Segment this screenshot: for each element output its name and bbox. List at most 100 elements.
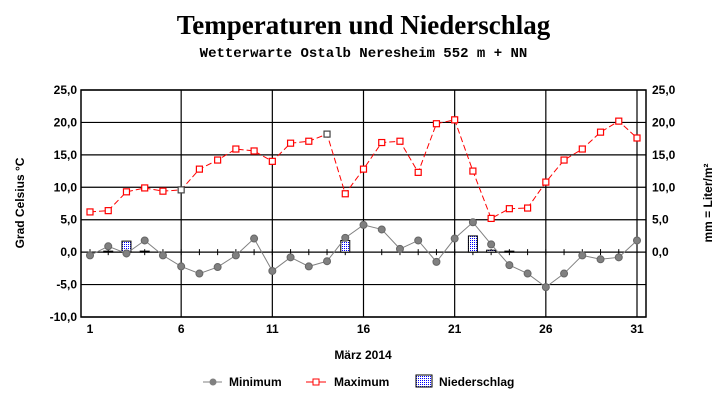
minimum-point	[432, 257, 441, 266]
minimum-point	[450, 234, 459, 243]
y2-tick-label: 0,0	[652, 245, 669, 259]
maximum-point	[578, 145, 586, 153]
maximum-point	[268, 157, 276, 165]
maximum-point	[104, 207, 112, 215]
x-tick-label: 11	[266, 322, 279, 336]
x-tick-label: 6	[178, 322, 185, 336]
minimum-point	[560, 269, 569, 278]
precipitation-bar	[504, 250, 515, 253]
minimum-point	[195, 269, 204, 278]
minimum-point	[505, 261, 514, 270]
precipitation-bar	[139, 250, 150, 253]
precipitation-bar	[486, 249, 497, 253]
minimum-point	[323, 257, 332, 266]
y-tick-label: 0,0	[60, 245, 77, 259]
maximum-point	[487, 214, 495, 223]
maximum-point	[633, 134, 641, 142]
y-tick-label: -10,0	[50, 310, 78, 324]
maximum-point	[451, 116, 459, 124]
y2-axis-label: mm = Liter/m²	[701, 163, 715, 242]
precipitation-bar	[467, 235, 478, 253]
maximum-point	[341, 190, 349, 198]
y-tick-label: 25,0	[54, 83, 78, 97]
x-tick-label: 21	[448, 322, 462, 336]
minimum-point	[414, 236, 423, 245]
maximum-point	[214, 156, 222, 164]
maximum-point	[250, 147, 258, 155]
minimum-point	[578, 251, 587, 260]
minimum-point	[304, 262, 313, 271]
minimum-point	[487, 240, 496, 249]
maximum-point	[378, 138, 386, 147]
minimum-point	[104, 242, 113, 251]
y-axis-label: Grad Celsius °C	[13, 157, 27, 248]
chart-subtitle: Wetterwarte Ostalb Neresheim 552 m + NN	[199, 46, 528, 62]
minimum-point	[614, 253, 623, 262]
maximum-point	[396, 137, 404, 145]
x-tick-label: 26	[539, 322, 553, 336]
legend: Minimum Maximum Niederschlag	[203, 374, 514, 389]
legend-maximum-marker	[312, 378, 320, 386]
minimum-point	[213, 263, 222, 272]
chart-title: Temperaturen und Niederschlag	[176, 10, 551, 40]
minimum-point	[158, 251, 167, 260]
y-tick-label: 5,0	[60, 213, 77, 227]
minimum-point	[286, 253, 295, 262]
precipitation-bar	[103, 250, 114, 253]
y2-tick-label: 5,0	[652, 213, 669, 227]
y-tick-label: 15,0	[54, 148, 78, 162]
minimum-point	[468, 218, 477, 227]
maximum-point	[359, 165, 368, 173]
y2-tick-label: 25,0	[652, 83, 676, 97]
y-tick-label: -5,0	[56, 278, 77, 292]
tick-labels: 1 6 11 16 21 26 3125,020,015,010,05,00,0-5,0-1…	[50, 83, 676, 336]
minimum-point	[596, 255, 605, 264]
legend-precipitation-label: Niederschlag	[439, 375, 514, 389]
minimum-point	[359, 220, 368, 229]
series-lines	[86, 116, 641, 292]
maximum-point	[141, 184, 149, 192]
minimum-point	[633, 236, 641, 245]
minimum-point	[541, 283, 550, 292]
legend-maximum-label: Maximum	[334, 375, 389, 389]
x-tick-label: 16	[357, 322, 371, 336]
legend-precipitation-marker	[415, 374, 433, 388]
maximum-point	[159, 187, 167, 195]
y-tick-label: 20,0	[54, 115, 78, 129]
maximum-point	[232, 145, 240, 153]
legend-minimum-marker	[209, 378, 217, 386]
x-tick-label: 1	[87, 322, 94, 336]
x-tick-label: 31	[630, 322, 644, 336]
minimum-point	[268, 266, 277, 275]
grid	[80, 89, 647, 318]
legend-minimum-label: Minimum	[229, 375, 282, 389]
minimum-point	[377, 225, 386, 234]
maximum-point	[560, 156, 568, 164]
maximum-point	[432, 120, 441, 128]
minimum-point	[86, 251, 94, 260]
maximum-point	[305, 137, 313, 145]
maximum-point	[542, 178, 550, 186]
minimum-point	[341, 233, 350, 242]
y2-tick-label: 20,0	[652, 115, 676, 129]
minimum-point	[523, 269, 532, 278]
minimum-point	[395, 244, 404, 253]
maximum-point	[414, 168, 422, 176]
maximum-point	[615, 117, 623, 125]
maximum-point	[86, 208, 94, 216]
maximum-point	[469, 167, 477, 175]
maximum-point	[177, 186, 185, 194]
maximum-point	[286, 139, 295, 147]
maximum-point	[596, 128, 605, 136]
y2-tick-label: 10,0	[652, 180, 676, 194]
maximum-point	[323, 130, 331, 138]
y2-tick-label: 15,0	[652, 148, 676, 162]
maximum-point	[195, 165, 203, 173]
x-axis-label: März 2014	[334, 348, 392, 362]
minimum-point	[122, 249, 131, 258]
y-tick-label: 10,0	[54, 180, 78, 194]
minimum-point	[177, 262, 186, 271]
minimum-point	[250, 234, 259, 243]
minimum-point	[231, 251, 240, 260]
